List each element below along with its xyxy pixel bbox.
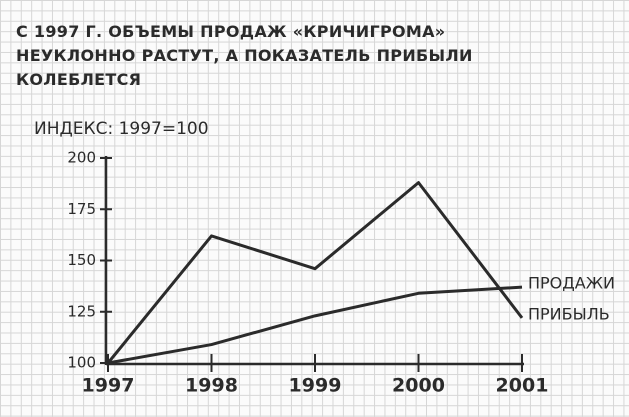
- x-tick-label: 1999: [289, 375, 342, 397]
- y-tick-label: 125: [67, 302, 96, 320]
- x-tick-label: 2000: [392, 375, 445, 397]
- chart-title: С 1997 Г. ОБЪЕМЫ ПРОДАЖ «КРИЧИГРОМА» НЕУ…: [16, 22, 473, 89]
- x-tick-label: 1997: [82, 375, 135, 397]
- y-tick-label: 150: [67, 251, 96, 269]
- x-tick-label: 2001: [496, 375, 549, 397]
- y-tick-label: 175: [67, 200, 96, 218]
- y-tick-label: 200: [67, 149, 96, 167]
- y-axis-label: ИНДЕКС: 1997=100: [34, 119, 209, 139]
- y-tick-label: 100: [67, 354, 96, 372]
- x-tick-label: 1998: [185, 375, 238, 397]
- series-label: ПРИБЫЛЬ: [528, 304, 610, 323]
- series-label: ПРОДАЖИ: [528, 274, 615, 293]
- series-line: [106, 181, 524, 364]
- series-line: [107, 285, 523, 365]
